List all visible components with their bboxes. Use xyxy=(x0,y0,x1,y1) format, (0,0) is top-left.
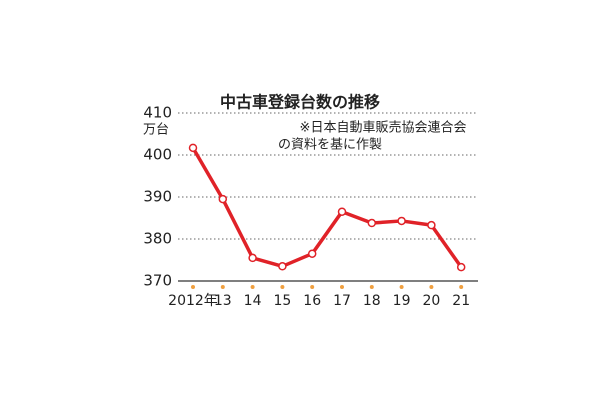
x-tick-dot xyxy=(369,285,374,289)
x-tick-dot xyxy=(220,285,225,289)
marker xyxy=(367,218,377,228)
note: ※日本自動車販売協会連合会 xyxy=(300,120,467,136)
y-unit: 万台 xyxy=(143,123,169,138)
x-tick-label: 18 xyxy=(363,293,381,309)
x-tick-label: 16 xyxy=(303,293,321,309)
x-tick-label: 15 xyxy=(273,293,291,309)
y-tick-label: 380 xyxy=(143,230,172,248)
y-tick-label: 370 xyxy=(143,272,172,290)
x-tick-dot xyxy=(250,285,255,289)
marker xyxy=(307,249,317,258)
marker xyxy=(427,220,436,230)
y-tick-label: 390 xyxy=(143,188,172,206)
y-tick-label: 410 xyxy=(143,104,172,122)
x-tick-dot xyxy=(399,285,404,289)
x-tick-dot xyxy=(429,285,434,289)
x-tick-label: 14 xyxy=(244,293,262,309)
note: の資料を基に作製 xyxy=(278,138,382,153)
marker xyxy=(397,216,406,226)
x-tick-dot xyxy=(310,285,315,289)
x-tick-label: 19 xyxy=(393,293,411,309)
x-tick-dot xyxy=(280,285,285,289)
marker xyxy=(456,262,466,272)
x-tick-dot xyxy=(340,285,344,289)
marker xyxy=(278,262,287,271)
y-tick-label: 400 xyxy=(143,146,172,164)
x-tick-label: 17 xyxy=(333,293,351,309)
chart-title: 中古車登録台数の推移 xyxy=(220,93,380,112)
x-tick-label: 13 xyxy=(214,293,232,309)
marker xyxy=(218,194,228,204)
marker xyxy=(337,207,347,216)
marker xyxy=(188,143,198,153)
x-tick-dot xyxy=(191,285,195,289)
x-tick-dot xyxy=(459,285,464,289)
x-tick-label: 21 xyxy=(452,293,470,309)
x-tick-label: 20 xyxy=(422,293,440,309)
marker xyxy=(248,253,257,263)
x-tick-label: 2012年 xyxy=(168,293,218,309)
line xyxy=(191,146,463,269)
